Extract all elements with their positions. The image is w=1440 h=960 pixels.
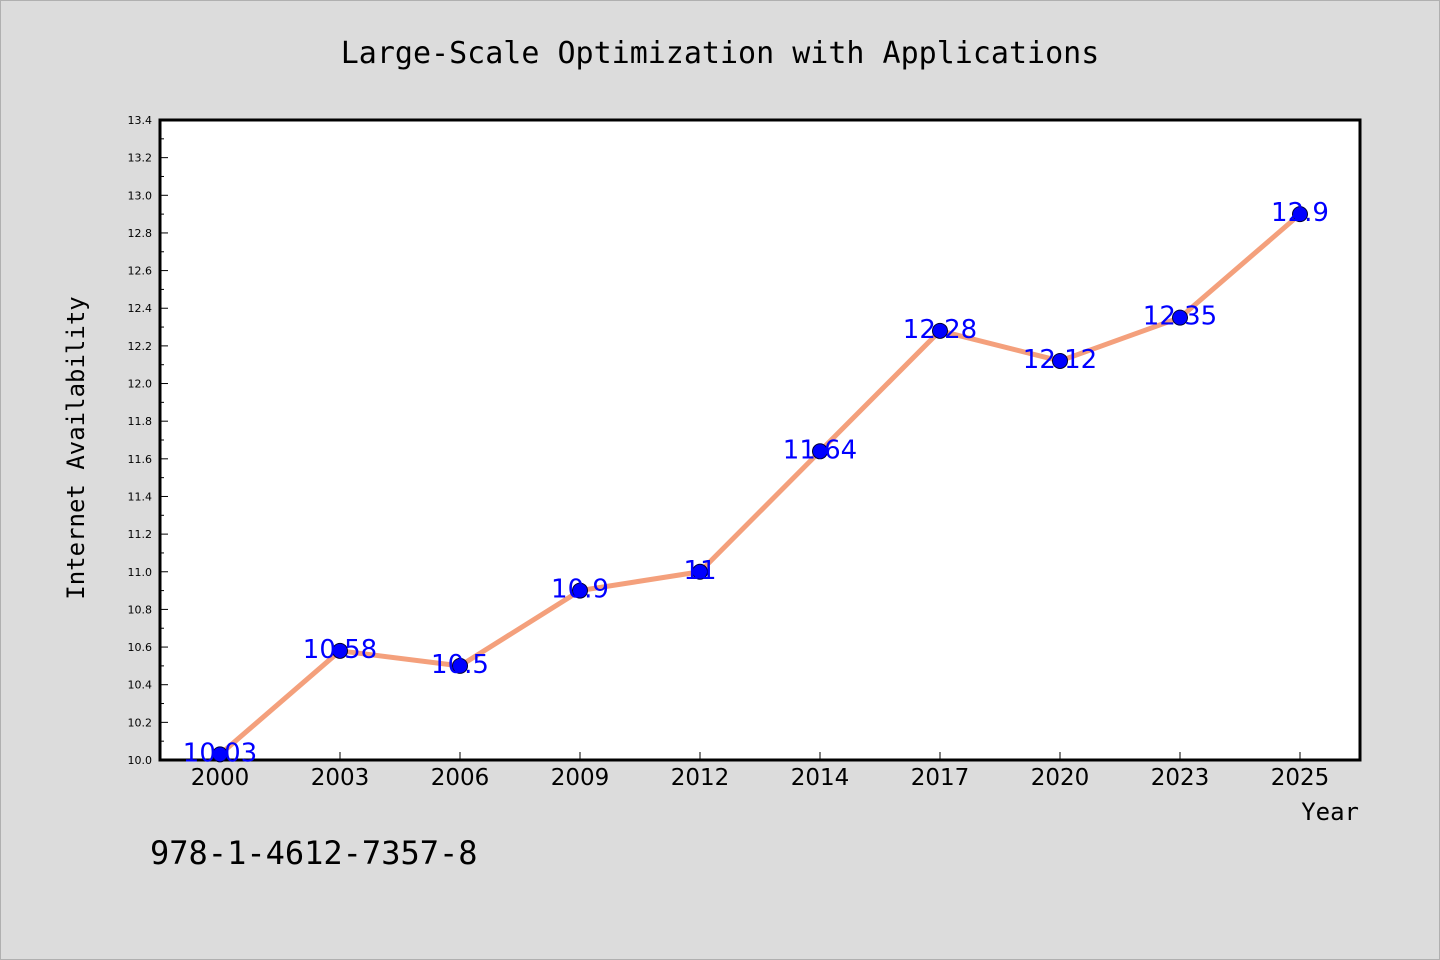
data-label: 11.64 bbox=[783, 435, 857, 465]
data-point bbox=[1052, 352, 1068, 369]
x-tick-label: 2003 bbox=[311, 765, 370, 791]
y-tick-label: 11.6 bbox=[128, 453, 153, 466]
y-tick-label: 10.0 bbox=[128, 754, 153, 767]
y-tick-label: 13.4 bbox=[128, 114, 153, 127]
y-tick-label: 10.2 bbox=[128, 716, 153, 729]
series-line bbox=[217, 211, 1303, 757]
data-label: 10.5 bbox=[431, 650, 489, 680]
y-tick-label: 11.4 bbox=[128, 490, 153, 503]
x-tick-label: 2009 bbox=[551, 765, 610, 791]
x-tick-label: 2006 bbox=[431, 765, 490, 791]
y-tick-label: 12.2 bbox=[128, 340, 153, 353]
data-point bbox=[932, 322, 948, 339]
data-label: 10.58 bbox=[303, 635, 377, 665]
data-point bbox=[692, 563, 708, 580]
data-point bbox=[1292, 206, 1308, 223]
data-point bbox=[812, 443, 828, 460]
data-label: 12.35 bbox=[1143, 302, 1217, 332]
x-axis: 2000 2003 2006 2009 2012 2014 2017 2020 2023 2025 bbox=[191, 752, 1330, 791]
y-axis-title: Internet Availability bbox=[62, 296, 90, 599]
x-tick-label: 2023 bbox=[1151, 765, 1210, 791]
x-tick-label: 2025 bbox=[1271, 765, 1330, 791]
y-tick-label: 13.0 bbox=[128, 189, 153, 202]
data-label: 10.03 bbox=[183, 738, 257, 768]
x-tick-label: 2017 bbox=[911, 765, 970, 791]
data-point bbox=[1172, 309, 1188, 326]
data-label-layer: 10.03 10.58 10.5 10.9 11 11.64 12.28 12.12 12.35… bbox=[183, 198, 1329, 768]
y-tick-label: 12.6 bbox=[128, 265, 153, 278]
y-tick-label: 13.2 bbox=[128, 152, 153, 165]
y-tick-label: 12.4 bbox=[128, 302, 153, 315]
y-tick-label: 11.2 bbox=[128, 528, 153, 541]
chart-title: Large-Scale Optimization with Applicatio… bbox=[341, 36, 1100, 71]
y-axis: 10.0 10.2 10.4 10.6 10.8 11.0 11.2 11.4 11.6 11.8… bbox=[128, 114, 168, 767]
data-label: 12.9 bbox=[1271, 198, 1329, 228]
y-tick-label: 11.0 bbox=[128, 566, 153, 579]
data-label: 10.9 bbox=[551, 575, 609, 605]
y-tick-label: 10.8 bbox=[128, 603, 153, 616]
y-tick-label: 12.8 bbox=[128, 227, 153, 240]
x-tick-label: 2012 bbox=[671, 765, 730, 791]
x-tick-label: 2020 bbox=[1031, 765, 1090, 791]
data-point bbox=[452, 657, 468, 674]
data-label: 12.12 bbox=[1023, 345, 1097, 375]
x-axis-title: Year bbox=[1301, 798, 1359, 826]
data-label: 12.28 bbox=[903, 315, 977, 345]
data-point bbox=[572, 582, 588, 599]
y-tick-label: 12.0 bbox=[128, 378, 153, 391]
data-label: 11 bbox=[683, 556, 716, 586]
isbn-text: 978-1-4612-7357-8 bbox=[150, 834, 478, 872]
y-tick-label: 10.4 bbox=[128, 679, 153, 692]
series-layer bbox=[212, 206, 1308, 763]
data-point bbox=[212, 746, 228, 763]
y-tick-label: 10.6 bbox=[128, 641, 153, 654]
data-point bbox=[332, 642, 348, 659]
y-tick-label: 11.8 bbox=[128, 415, 153, 428]
x-tick-label: 2014 bbox=[791, 765, 850, 791]
x-tick-label: 2000 bbox=[191, 765, 250, 791]
